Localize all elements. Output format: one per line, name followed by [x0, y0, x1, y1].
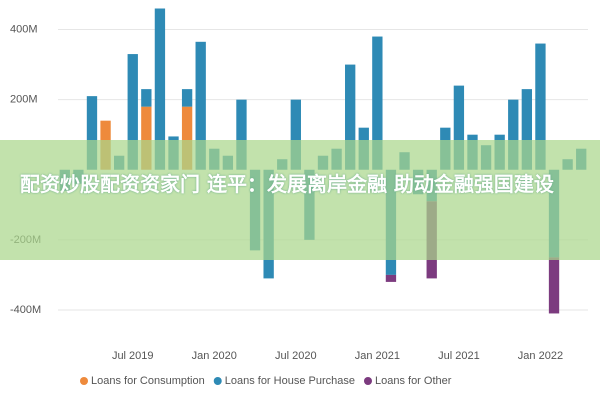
banner-text: 配资炒股配资资家门 连平：发展离岸金融 助动金融强国建设 — [20, 172, 554, 196]
banner — [0, 140, 600, 260]
bar-segment — [385, 274, 397, 282]
bar-segment — [290, 99, 301, 170]
bar-segment — [154, 8, 166, 170]
x-tick-label: Jan 2020 — [192, 350, 237, 362]
legend-marker — [80, 377, 88, 385]
bar-segment — [453, 85, 465, 170]
y-tick-label: 200M — [10, 94, 38, 106]
bar-segment — [181, 89, 193, 107]
bar-segment — [181, 106, 193, 170]
legend-marker — [213, 377, 222, 385]
bar-segment — [508, 99, 519, 170]
x-tick-label: Jan 2022 — [518, 350, 563, 362]
bar-segment — [195, 41, 206, 170]
x-tick-label: Jan 2021 — [355, 350, 400, 362]
y-tick-label: -400M — [10, 304, 41, 316]
x-tick-label: Jul 2020 — [275, 350, 317, 362]
bar-segment — [127, 54, 138, 170]
x-tick-label: Jul 2021 — [438, 350, 480, 362]
bar-segment — [535, 43, 546, 170]
bar-segment — [521, 89, 533, 170]
legend-label: Loans for Consumption — [91, 375, 205, 387]
bar-segment — [236, 99, 247, 170]
y-tick-label: 400M — [10, 23, 38, 35]
bar-segment — [548, 257, 560, 314]
legend-marker — [363, 377, 372, 385]
x-tick-label: Jul 2019 — [112, 350, 154, 362]
bar-segment — [141, 106, 152, 170]
bar-segment — [86, 96, 98, 170]
bar-segment — [141, 89, 152, 107]
bar-segment — [372, 36, 383, 170]
legend-label: Loans for Other — [375, 375, 452, 387]
bar-segment — [345, 64, 356, 170]
legend-label: Loans for House Purchase — [225, 375, 355, 387]
